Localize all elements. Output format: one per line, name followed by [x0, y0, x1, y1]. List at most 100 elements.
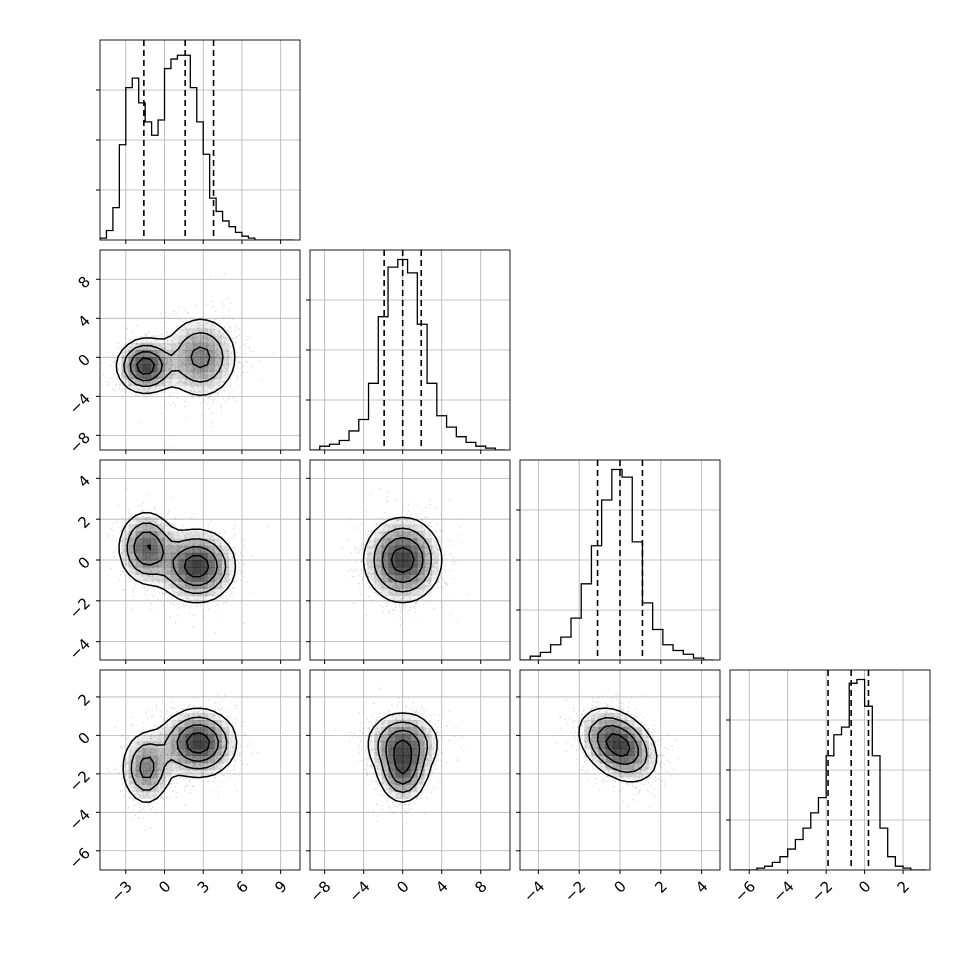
density-cell [150, 784, 158, 792]
density-cell [150, 574, 158, 582]
density-cell [402, 734, 411, 742]
density-cell [214, 342, 222, 351]
density-cell [164, 364, 172, 372]
density-cell [157, 734, 165, 742]
density-cell [395, 538, 404, 547]
density-cell [598, 734, 607, 742]
contour-line [596, 724, 640, 766]
density-cell [185, 720, 194, 728]
density-cell [402, 770, 411, 778]
density-cell [185, 335, 194, 344]
density-cell [388, 531, 397, 539]
density-cell [178, 538, 187, 547]
density-cell [402, 720, 411, 728]
density-cell [228, 727, 237, 735]
density-cell [185, 364, 194, 372]
density-cell [612, 770, 621, 778]
density-cell [135, 770, 144, 778]
density-cell [417, 538, 425, 547]
density-cell [648, 755, 657, 764]
density-cell [627, 734, 635, 742]
density-cell [410, 531, 418, 539]
density-cell [142, 517, 151, 525]
density-cell [228, 552, 237, 561]
density-cell [150, 567, 158, 575]
density-cell [185, 342, 194, 351]
density-cell [185, 385, 194, 394]
density-cell [228, 357, 237, 365]
density-cell [185, 552, 194, 561]
density-cell [164, 567, 172, 575]
density-cell [641, 762, 649, 771]
density-cell [648, 762, 657, 771]
density-cell [221, 335, 229, 344]
density-cell [171, 588, 179, 597]
density-cell [142, 378, 151, 387]
density-cell [171, 350, 179, 358]
density-cell [395, 748, 404, 757]
density-cell [214, 357, 222, 365]
density-cell [150, 538, 158, 547]
x-tick-label: −4 [345, 877, 373, 905]
density-cell [185, 560, 194, 568]
density-cell [374, 552, 382, 561]
contour-line [146, 544, 210, 578]
density-cell [192, 560, 201, 568]
density-cell [395, 712, 404, 721]
density-cell [142, 364, 151, 372]
contour-line [362, 516, 443, 604]
density-cell [424, 755, 432, 764]
density-cell [402, 595, 411, 604]
density-cell [214, 378, 222, 387]
density-cell [584, 712, 592, 721]
density-cell [207, 531, 215, 539]
density-cell [200, 364, 208, 372]
density-cell [417, 777, 425, 785]
density-cell [417, 720, 425, 728]
density-cell [200, 595, 208, 604]
scatter-panel-0-3: −3 0 3 6 9 −6 −4 −2 0 2 [66, 669, 301, 906]
density-cell [605, 770, 614, 778]
x-tick-label: 4 [432, 877, 451, 896]
density-cell [410, 762, 418, 771]
density-cell [157, 531, 165, 539]
density-cell [178, 567, 187, 575]
density-cell [395, 517, 404, 525]
density-cell [207, 321, 215, 329]
panel-frame [309, 249, 511, 451]
contour-line [136, 357, 156, 375]
density-cell [395, 720, 404, 728]
contour-line [385, 729, 421, 785]
density-cell [200, 342, 208, 351]
contour-line [373, 527, 433, 593]
density-cell [374, 727, 382, 735]
density-cell [178, 734, 187, 742]
density-cell [598, 712, 607, 721]
density-cell [634, 770, 642, 778]
density-cell [598, 762, 607, 771]
density-cell [395, 791, 404, 799]
density-cell [388, 748, 397, 757]
density-cell [620, 727, 628, 735]
density-cell [221, 581, 229, 589]
scatter-panel-1-2 [306, 459, 511, 664]
density-cell [192, 350, 201, 358]
density-cell [431, 545, 439, 554]
contour-line [133, 531, 219, 587]
density-cell [157, 552, 165, 561]
density-cell [388, 777, 397, 785]
density-cell [410, 777, 418, 785]
density-cell [374, 762, 382, 771]
density-cell [207, 720, 215, 728]
density-cell [402, 791, 411, 799]
density-cell [374, 560, 382, 568]
density-cell [150, 791, 158, 799]
density-cell [142, 545, 151, 554]
density-cell [135, 371, 144, 379]
scatter-points [100, 273, 275, 449]
density-cell [185, 371, 194, 379]
density-cell [171, 545, 179, 554]
density-cell [200, 538, 208, 547]
density-cell [178, 357, 187, 365]
density-cell [200, 762, 208, 771]
